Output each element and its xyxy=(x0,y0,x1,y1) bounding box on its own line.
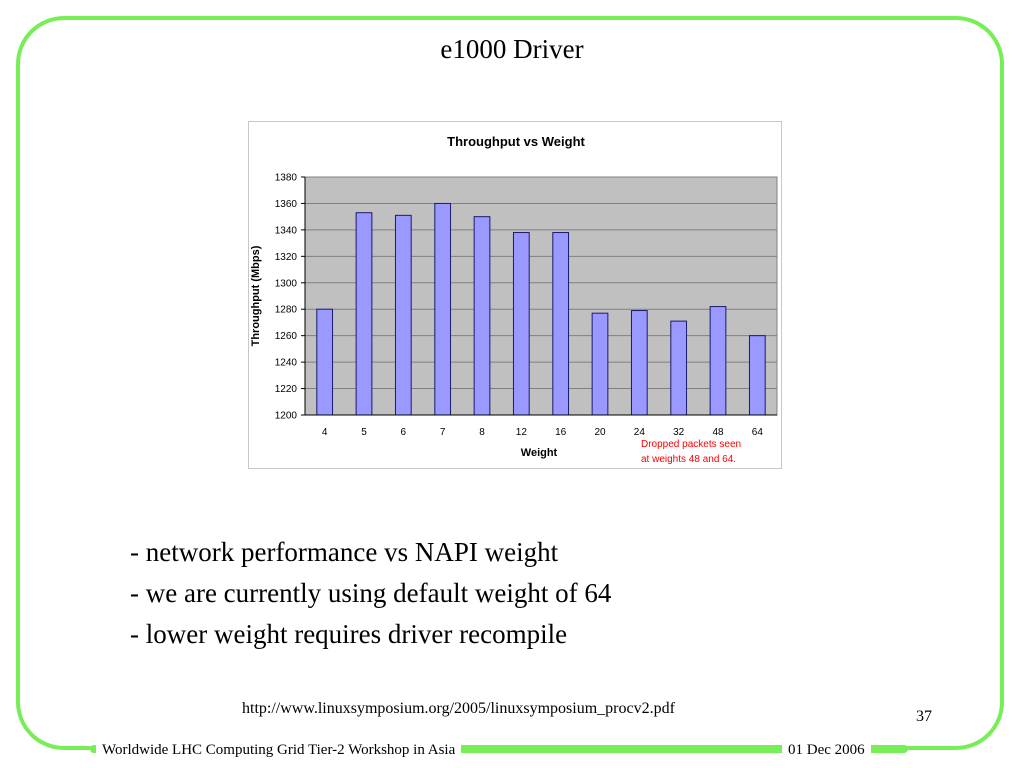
bar xyxy=(434,202,452,416)
bar xyxy=(316,308,334,416)
y-tick-label: 1340 xyxy=(275,225,298,236)
x-tick-label: 8 xyxy=(479,427,485,438)
bar xyxy=(552,232,570,416)
x-tick-label: 6 xyxy=(401,427,407,438)
x-tick-label: 12 xyxy=(516,427,528,438)
y-axis-label: Throughput (Mbps) xyxy=(250,245,262,346)
y-tick-label: 1240 xyxy=(275,358,298,369)
footer-divider xyxy=(90,745,908,753)
annotation-line: Dropped packets seen xyxy=(641,439,741,450)
x-tick-label: 16 xyxy=(555,427,567,438)
page-number: 37 xyxy=(916,708,932,725)
throughput-chart: Throughput vs Weight12001220124012601280… xyxy=(250,134,778,465)
bar xyxy=(748,335,766,416)
x-axis-label: Weight xyxy=(521,447,558,459)
bar xyxy=(355,212,373,416)
footer-event-name: Worldwide LHC Computing Grid Tier-2 Work… xyxy=(96,742,462,759)
bar xyxy=(630,310,648,416)
bullet-item: - network performance vs NAPI weight xyxy=(130,537,559,567)
y-tick-label: 1380 xyxy=(275,173,298,184)
x-tick-label: 20 xyxy=(594,427,606,438)
bullet-list: - network performance vs NAPI weight - w… xyxy=(130,532,611,655)
source-url[interactable]: http://www.linuxsymposium.org/2005/linux… xyxy=(242,700,675,717)
bar xyxy=(591,312,609,416)
bar xyxy=(394,214,412,416)
x-tick-label: 64 xyxy=(752,427,764,438)
x-tick-label: 48 xyxy=(712,427,724,438)
y-tick-label: 1200 xyxy=(275,411,298,422)
y-tick-label: 1360 xyxy=(275,199,298,210)
x-tick-label: 5 xyxy=(361,427,367,438)
bar xyxy=(473,216,491,416)
x-tick-label: 24 xyxy=(634,427,646,438)
y-tick-label: 1320 xyxy=(275,252,298,263)
chart-container: Throughput vs Weight 1200 1220 1240 1260 1280… xyxy=(248,121,782,469)
x-tick-label: 7 xyxy=(440,427,446,438)
annotation-line: at weights 48 and 64. xyxy=(641,454,736,465)
y-tick-label: 1220 xyxy=(275,384,298,395)
bar xyxy=(512,232,530,416)
plot-area xyxy=(304,176,778,416)
y-tick-label: 1260 xyxy=(275,331,298,342)
bar xyxy=(670,320,688,416)
bullet-item: - we are currently using default weight … xyxy=(130,578,612,608)
chart-title: Throughput vs Weight xyxy=(447,134,585,149)
bullet-item: - lower weight requires driver recompile xyxy=(130,619,568,649)
footer-date: 01 Dec 2006 xyxy=(782,742,871,759)
slide-title: e1000 Driver xyxy=(440,34,584,64)
y-tick-label: 1300 xyxy=(275,278,298,289)
y-tick-label: 1280 xyxy=(275,305,298,316)
x-tick-label: 32 xyxy=(673,427,685,438)
bar xyxy=(709,306,727,416)
x-tick-label: 4 xyxy=(322,427,328,438)
